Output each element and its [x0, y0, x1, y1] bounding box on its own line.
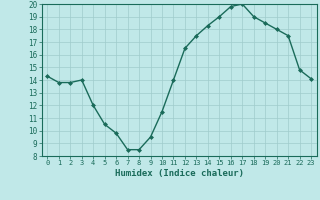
X-axis label: Humidex (Indice chaleur): Humidex (Indice chaleur): [115, 169, 244, 178]
